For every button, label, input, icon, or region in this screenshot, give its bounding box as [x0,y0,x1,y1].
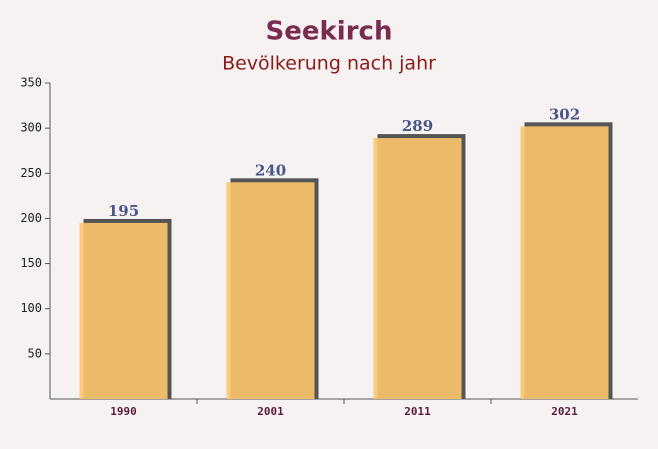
bar [373,138,462,399]
value-label: 302 [549,105,580,123]
x-tick-label: 1990 [110,405,137,418]
y-tick-label: 350 [20,76,42,90]
value-label: 289 [402,117,433,135]
bar [520,126,609,399]
y-tick-label: 100 [20,301,42,315]
bar [79,222,168,399]
x-tick-label: 2011 [404,405,431,418]
value-label: 240 [255,161,286,179]
chart-subtitle: Bevölkerung nach jahr [222,53,436,75]
y-tick-label: 150 [20,256,42,270]
x-tick-label: 2021 [551,405,578,418]
y-tick-label: 250 [20,166,42,180]
y-tick-label: 200 [20,211,42,225]
y-tick-label: 300 [20,121,42,135]
chart-title: Seekirch [266,17,393,47]
y-tick-label: 50 [28,346,42,360]
value-label: 195 [108,202,139,220]
bar [226,182,315,399]
x-tick-label: 2001 [257,405,284,418]
